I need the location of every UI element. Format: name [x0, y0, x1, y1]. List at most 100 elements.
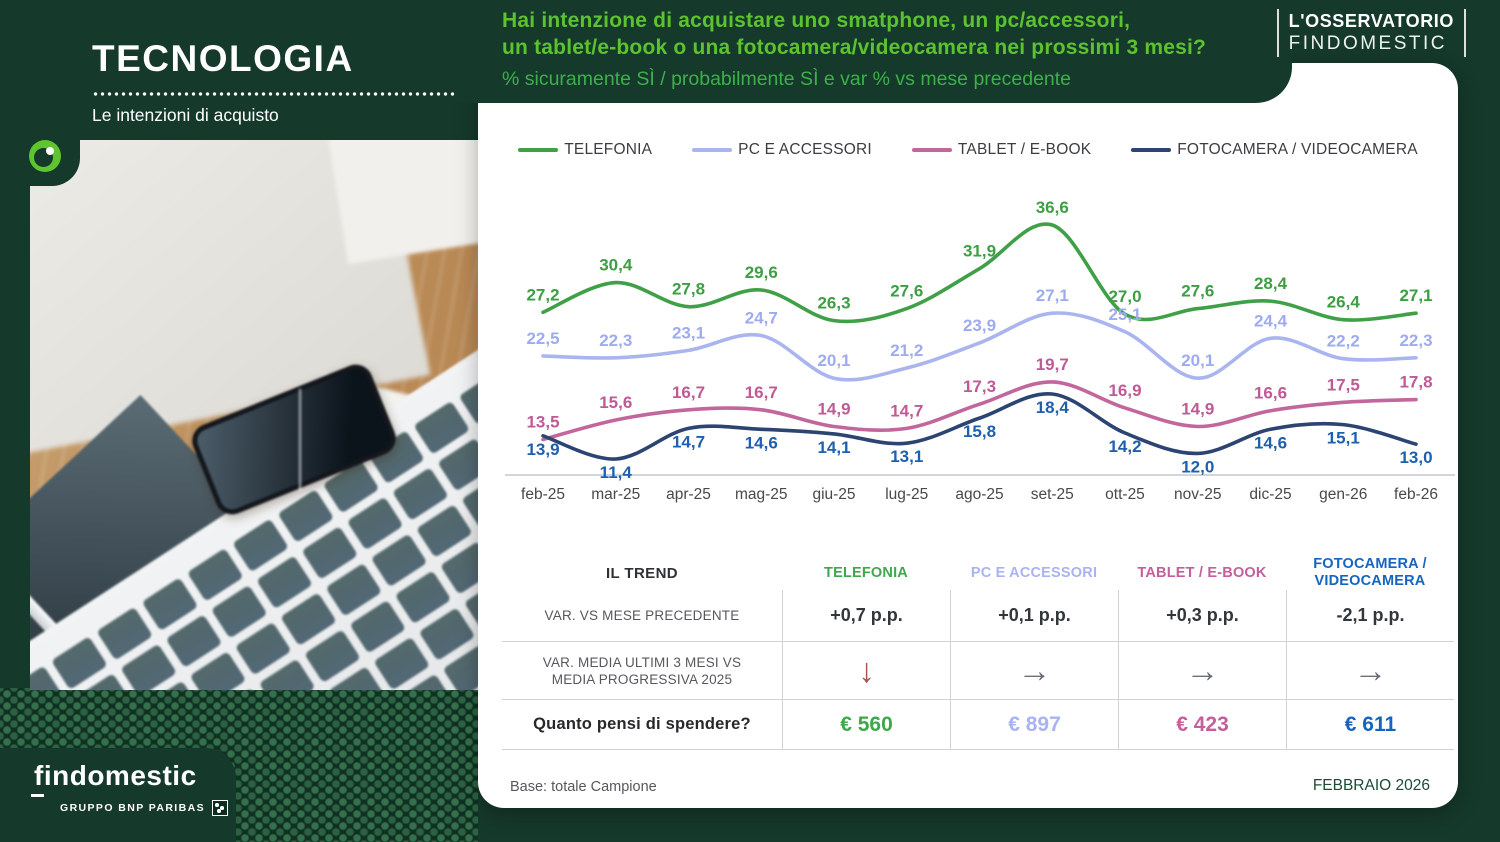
- series-line-telefonia: [541, 222, 1418, 324]
- section-heading: TECNOLOGIA Le intenzioni di acquisto: [92, 38, 456, 126]
- trend-arrow-right-icon: →: [1286, 642, 1454, 700]
- bnp-paribas-icon: [212, 800, 228, 816]
- data-label: 23,9: [963, 316, 996, 335]
- legend-item: TELEFONIA: [518, 141, 652, 159]
- question-header: Hai intenzione di acquistare uno smatpho…: [0, 0, 1292, 103]
- column-header: FOTOCAMERA / VIDEOCAMERA: [1313, 556, 1427, 589]
- var-vs-month-value: +0,1 p.p.: [950, 590, 1118, 642]
- spend-value: € 423: [1118, 700, 1286, 750]
- trend-table-title: IL TREND: [605, 564, 679, 582]
- data-label: 17,3: [963, 377, 996, 396]
- column-header: PC E ACCESSORI: [970, 564, 1098, 581]
- legend-swatch: [1131, 147, 1172, 153]
- question-line-1: Hai intenzione di acquistare uno smatpho…: [502, 9, 1131, 32]
- x-axis-label: gen-26: [1319, 486, 1367, 503]
- var-vs-month-value: -2,1 p.p.: [1286, 590, 1454, 642]
- data-label: 27,0: [1108, 287, 1141, 306]
- data-label: 22,3: [599, 331, 632, 350]
- legend-item: TABLET / E-BOOK: [911, 141, 1092, 159]
- row-label: VAR. VS MESE PRECEDENTE: [502, 590, 782, 642]
- data-label: 28,4: [1254, 274, 1288, 293]
- data-label: 14,6: [1254, 433, 1287, 452]
- spend-value: € 611: [1286, 700, 1454, 750]
- osservatorio-logo-line1: L'OSSERVATORIO: [1288, 11, 1454, 31]
- x-axis-label: feb-25: [521, 486, 565, 503]
- data-label: 21,2: [890, 341, 923, 360]
- data-label: 16,7: [672, 383, 705, 402]
- data-label: 24,4: [1254, 311, 1288, 330]
- paper-sheet: [326, 140, 478, 264]
- x-axis-label: feb-26: [1394, 486, 1438, 503]
- x-axis-label: mag-25: [735, 486, 788, 503]
- x-axis-label: apr-25: [666, 486, 711, 503]
- data-label: 16,7: [745, 383, 778, 402]
- data-label: 14,9: [1181, 399, 1214, 418]
- trend-table: IL TREND TELEFONIA PC E ACCESSORI TABLET / …: [502, 556, 1454, 750]
- x-axis-label: lug-25: [885, 486, 928, 503]
- data-label: 29,6: [745, 263, 778, 282]
- data-label: 17,8: [1399, 373, 1432, 392]
- trend-arrow-right-icon: →: [1118, 642, 1286, 700]
- chart-legend: TELEFONIA PC E ACCESSORI TABLET / E-BOOK FO…: [478, 141, 1458, 159]
- data-label: 16,6: [1254, 384, 1287, 403]
- legend-label: TABLET / E-BOOK: [957, 141, 1092, 158]
- data-label: 31,9: [963, 242, 996, 261]
- dotted-divider: [92, 92, 456, 96]
- data-label: 27,2: [526, 285, 559, 304]
- eye-icon: [29, 140, 61, 172]
- data-label: 27,1: [1036, 286, 1069, 305]
- series-line-fotocamera-videocamera: [541, 392, 1418, 461]
- data-label: 22,5: [526, 329, 559, 348]
- x-axis-label: ago-25: [955, 486, 1003, 503]
- data-label: 26,3: [817, 294, 850, 313]
- series-line-pc-e-accessori: [541, 311, 1418, 382]
- spend-value: € 560: [782, 700, 950, 750]
- data-label: 22,3: [1399, 331, 1432, 350]
- row-label: Quanto pensi di spendere?: [502, 700, 782, 750]
- osservatorio-logo: L'OSSERVATORIO FINDOMESTIC: [1276, 9, 1466, 57]
- measure-note: % sicuramente SÌ / probabilmente SÌ e va…: [502, 68, 1072, 90]
- findomestic-logo: findomestic GRUPPO BNP PARIBAS: [0, 748, 236, 842]
- legend-item: PC E ACCESSORI: [692, 141, 872, 159]
- x-axis-label: ott-25: [1105, 486, 1145, 503]
- data-label: 16,9: [1108, 381, 1141, 400]
- osservatorio-logo-line2: FINDOMESTIC: [1288, 33, 1448, 54]
- data-label: 25,1: [1108, 305, 1141, 324]
- group-label: GRUPPO BNP PARIBAS: [60, 802, 205, 814]
- data-label: 36,6: [1036, 198, 1069, 217]
- data-label: 11,4: [600, 463, 633, 482]
- data-label: 18,4: [1036, 398, 1070, 417]
- data-label: 27,6: [1181, 282, 1214, 301]
- data-label: 20,1: [1181, 351, 1214, 370]
- data-label: 14,1: [817, 438, 850, 457]
- content-card: TELEFONIA PC E ACCESSORI TABLET / E-BOOK FO…: [478, 63, 1458, 808]
- data-label: 14,2: [1108, 437, 1141, 456]
- series-line-tablet-e-book: [541, 380, 1418, 442]
- legend-label: TELEFONIA: [564, 141, 653, 158]
- var-vs-month-value: +0,7 p.p.: [782, 590, 950, 642]
- data-label: 30,4: [599, 256, 633, 275]
- legend-label: FOTOCAMERA / VIDEOCAMERA: [1177, 141, 1418, 158]
- x-axis-label: giu-25: [812, 486, 855, 503]
- section-subtitle: Le intenzioni di acquisto: [92, 105, 279, 125]
- data-label: 24,7: [745, 308, 778, 327]
- legend-swatch: [518, 147, 559, 153]
- data-label: 23,1: [672, 323, 705, 342]
- column-header: TABLET / E-BOOK: [1137, 564, 1267, 581]
- data-label: 26,4: [1327, 293, 1361, 312]
- row-label: VAR. MEDIA ULTIMI 3 MESI VS MEDIA PROGRE…: [502, 642, 782, 700]
- x-axis-label: dic-25: [1249, 486, 1291, 503]
- intentions-line-chart: feb-25 mar-25 apr-25 mag-25 giu-25 lug-25 ago-…: [505, 198, 1455, 503]
- data-label: 27,8: [672, 280, 705, 299]
- data-label: 15,6: [599, 393, 632, 412]
- x-axis-label: nov-25: [1174, 486, 1221, 503]
- var-vs-month-value: +0,3 p.p.: [1118, 590, 1286, 642]
- question-line-2: un tablet/e-book o una fotocamera/videoc…: [502, 36, 1207, 59]
- data-label: 14,7: [890, 401, 923, 420]
- data-label: 15,8: [963, 422, 996, 441]
- x-axis-label: set-25: [1031, 486, 1074, 503]
- data-label: 19,7: [1036, 355, 1069, 374]
- column-header: TELEFONIA: [824, 564, 908, 581]
- legend-item: FOTOCAMERA / VIDEOCAMERA: [1131, 141, 1418, 159]
